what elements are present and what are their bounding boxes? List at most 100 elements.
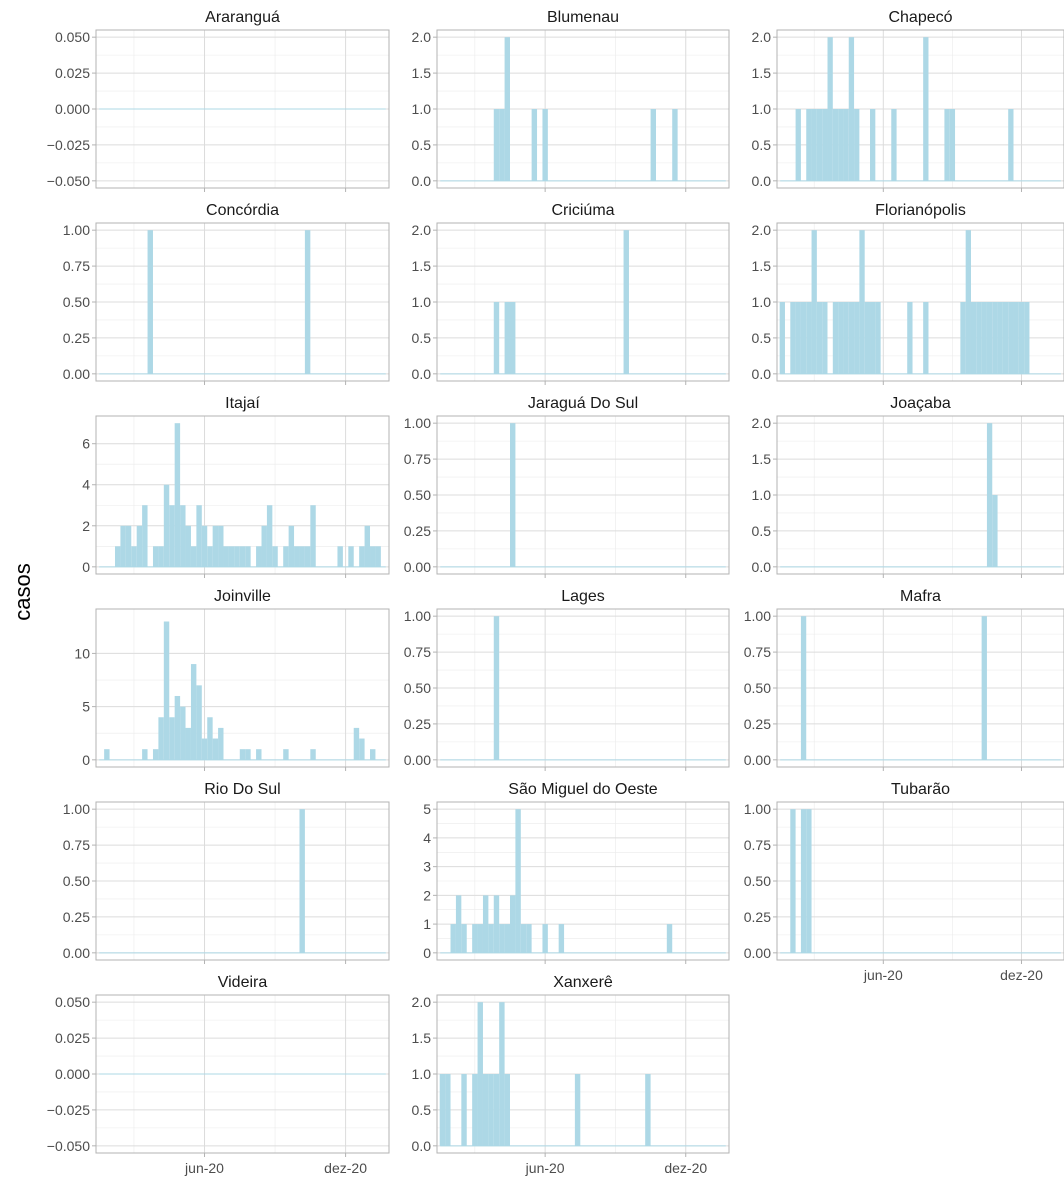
y-tick-label: 1 bbox=[423, 916, 431, 932]
x-tick-label: dez-20 bbox=[664, 1160, 707, 1176]
bar bbox=[806, 302, 812, 374]
y-tick-label: 0.75 bbox=[63, 837, 90, 853]
y-tick-label: 0.0 bbox=[412, 1138, 432, 1154]
y-tick-label: 2 bbox=[423, 887, 431, 903]
y-tick-label: 2.0 bbox=[752, 29, 772, 45]
bar bbox=[239, 546, 246, 567]
bar bbox=[806, 809, 812, 953]
bar bbox=[838, 109, 844, 181]
bar bbox=[439, 1074, 446, 1146]
y-tick-label: 1.0 bbox=[412, 294, 432, 310]
panel-border bbox=[436, 608, 730, 768]
panel-chapeco: Chapecó 0.0 0.5 1.0 1.5 2.0 bbox=[752, 9, 1064, 192]
bar bbox=[304, 230, 311, 374]
bar bbox=[515, 809, 521, 953]
x-tick-label: jun-20 bbox=[525, 1160, 565, 1176]
y-tick-label: 4 bbox=[423, 830, 431, 846]
bar bbox=[790, 809, 796, 953]
y-tick-label: 0.50 bbox=[744, 873, 771, 889]
panel-border bbox=[776, 29, 1064, 189]
bar bbox=[147, 230, 153, 374]
bar bbox=[353, 727, 360, 760]
y-tick-label: 0.25 bbox=[63, 909, 90, 925]
y-tick-label: 0.0 bbox=[752, 366, 772, 382]
y-tick-label: 0.5 bbox=[752, 137, 772, 153]
panel-title: Florianópolis bbox=[875, 202, 966, 219]
y-axis-label: casos bbox=[10, 563, 35, 620]
bar bbox=[843, 109, 849, 181]
bar bbox=[185, 727, 191, 760]
y-tick-label: 0 bbox=[423, 945, 431, 961]
bar bbox=[965, 230, 971, 374]
bar bbox=[907, 302, 913, 374]
bar bbox=[104, 749, 110, 760]
bar bbox=[174, 423, 181, 567]
panel-border bbox=[436, 415, 730, 575]
y-tick-label: 1.0 bbox=[412, 1066, 432, 1082]
bar bbox=[981, 302, 987, 374]
bar bbox=[348, 546, 354, 567]
bar bbox=[779, 302, 785, 374]
bar bbox=[142, 749, 148, 760]
bar bbox=[645, 1074, 651, 1146]
y-tick-label: 1.00 bbox=[744, 608, 771, 624]
bar bbox=[623, 230, 629, 374]
bar bbox=[822, 302, 828, 374]
bar bbox=[800, 809, 807, 953]
bar bbox=[811, 230, 817, 374]
y-tick-label: 0.50 bbox=[63, 873, 90, 889]
bar bbox=[960, 302, 966, 374]
y-tick-label: 0.25 bbox=[404, 523, 431, 539]
panel-tubarao: Tubarão 0.00 0.25 0.50 0.75 1.00 jun-20 dez-20 bbox=[744, 781, 1064, 983]
bar bbox=[1024, 302, 1030, 374]
bar bbox=[504, 37, 510, 181]
bar bbox=[970, 302, 977, 374]
y-tick-label: 2.0 bbox=[412, 994, 432, 1010]
bar bbox=[997, 302, 1003, 374]
bar bbox=[158, 717, 164, 760]
y-tick-label: 1.0 bbox=[752, 101, 772, 117]
y-tick-label: 2.0 bbox=[412, 222, 432, 238]
bar bbox=[493, 616, 500, 760]
y-tick-label: 1.00 bbox=[63, 222, 90, 238]
panel-xanxere: Xanxerê 0.0 0.5 1.0 1.5 2.0 jun-20 dez-20 bbox=[412, 974, 730, 1176]
bar bbox=[864, 302, 871, 374]
bar bbox=[510, 423, 516, 567]
bar bbox=[981, 616, 987, 760]
bar bbox=[493, 109, 500, 181]
bar bbox=[359, 546, 365, 567]
bar bbox=[1013, 302, 1019, 374]
panel-title: Jaraguá Do Sul bbox=[528, 395, 638, 412]
bar bbox=[482, 1074, 489, 1146]
bar bbox=[1002, 302, 1009, 374]
panel-joinville: Joinville 0 5 10 bbox=[74, 588, 390, 771]
bar bbox=[163, 484, 170, 567]
bar bbox=[142, 505, 148, 567]
bar bbox=[472, 1074, 478, 1146]
panel-title: Videira bbox=[218, 974, 268, 991]
y-tick-label: 0.0 bbox=[752, 173, 772, 189]
bar bbox=[482, 895, 489, 953]
y-tick-label: 0.050 bbox=[55, 29, 90, 45]
bar bbox=[666, 924, 673, 953]
bar bbox=[1008, 302, 1014, 374]
bar bbox=[299, 546, 305, 567]
bar bbox=[228, 546, 235, 567]
bar bbox=[832, 302, 839, 374]
y-tick-label: −0.025 bbox=[47, 1102, 90, 1118]
x-tick-label: jun-20 bbox=[184, 1160, 224, 1176]
bar bbox=[1018, 302, 1025, 374]
y-tick-label: 0 bbox=[82, 752, 90, 768]
bar bbox=[843, 302, 849, 374]
bar bbox=[294, 546, 300, 567]
y-tick-label: 0.050 bbox=[55, 994, 90, 1010]
bar bbox=[976, 302, 982, 374]
panel-title: Tubarão bbox=[891, 781, 950, 798]
bar bbox=[304, 546, 311, 567]
panel-title: Araranguá bbox=[205, 9, 280, 26]
y-tick-label: 0.000 bbox=[55, 1066, 90, 1082]
panel-border bbox=[776, 801, 1064, 961]
y-tick-label: 0.5 bbox=[752, 330, 772, 346]
x-tick-label: dez-20 bbox=[1000, 967, 1043, 983]
bar bbox=[450, 924, 456, 953]
